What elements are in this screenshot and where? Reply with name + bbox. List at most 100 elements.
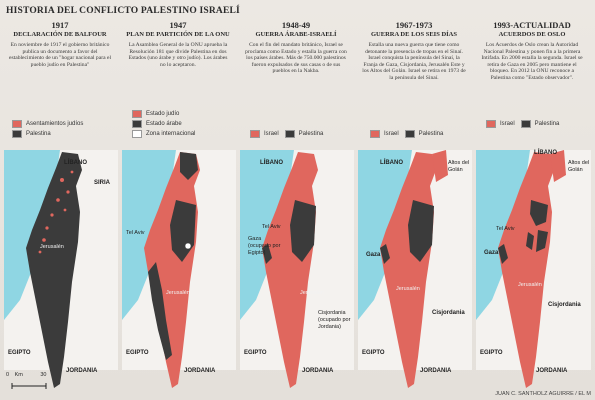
legend-label: Zona internacional bbox=[146, 131, 196, 137]
label-lebanon: LÍBANO bbox=[534, 150, 557, 156]
legend-label: Palestina bbox=[298, 131, 324, 137]
label-jerusalem: Jerusalén bbox=[518, 282, 542, 288]
label-jerusalem: Jerusalén bbox=[396, 286, 420, 292]
panel-heading: PLAN DE PARTICIÓN DE LA ONU bbox=[126, 31, 230, 38]
map-1993 bbox=[476, 150, 591, 388]
legend-1993: Israel Palestina bbox=[486, 120, 559, 130]
panel-description: En noviembre de 1917 el gobierno británi… bbox=[9, 42, 111, 68]
international-zone bbox=[184, 242, 192, 250]
label-jordan: JORDANIA bbox=[302, 368, 334, 374]
label-tel-aviv: Tel Aviv bbox=[262, 224, 281, 230]
legend-swatch bbox=[250, 130, 260, 138]
label-egypt: EGIPTO bbox=[362, 350, 385, 356]
panel-1967: 1967-1973 GUERRA DE LOS SEIS DÍAS Estall… bbox=[358, 20, 470, 82]
panel-description: Los Acuerdos de Oslo crean la Autoridad … bbox=[481, 42, 583, 81]
panel-description: Con el fin del mandato británico, Israel… bbox=[245, 42, 347, 75]
legend-label: Estado judío bbox=[146, 111, 180, 117]
label-tel-aviv: Tel Aviv bbox=[496, 226, 515, 232]
legend-swatch bbox=[284, 130, 295, 138]
scale-unit: Km bbox=[14, 372, 23, 378]
legend-swatch bbox=[520, 120, 531, 128]
panel-heading: GUERRA DE LOS SEIS DÍAS bbox=[371, 31, 457, 38]
label-golan: Altos del Golán bbox=[568, 160, 590, 173]
panel-1917: 1917 DECLARACIÓN DE BALFOUR En noviembre… bbox=[4, 20, 116, 68]
map-1917 bbox=[4, 150, 118, 388]
label-jordan: JORDANIA bbox=[420, 368, 452, 374]
label-egypt: EGIPTO bbox=[8, 350, 31, 356]
scale-zero: 0 bbox=[6, 372, 10, 378]
label-jerusalem: Jerusalén bbox=[40, 244, 64, 250]
legend-label: Israel bbox=[500, 121, 515, 127]
label-jordan: JORDANIA bbox=[66, 368, 98, 374]
legend-label: Israel bbox=[264, 131, 279, 137]
legend-swatch bbox=[370, 130, 380, 138]
golan-heights bbox=[550, 150, 566, 182]
legend-swatch bbox=[486, 120, 496, 128]
legend-1948: Israel Palestina bbox=[250, 130, 323, 140]
legend-label: Palestina bbox=[418, 131, 444, 137]
legend-swatch bbox=[404, 130, 415, 138]
label-gaza: Gaza bbox=[366, 252, 381, 258]
arab-state-north bbox=[180, 152, 198, 180]
panel-1993: 1993-ACTUALIDAD ACUERDOS DE OSLO Los Acu… bbox=[476, 20, 588, 82]
legend-swatch bbox=[132, 120, 142, 128]
label-tel-aviv: Tel Aviv bbox=[126, 230, 145, 236]
panel-heading: GUERRA ÁRABE-ISRAELÍ bbox=[255, 31, 337, 38]
label-west-bank-occupied: Cisjordania (ocupado por Jordania) bbox=[318, 310, 351, 330]
west-bank-fragments bbox=[526, 200, 548, 252]
label-jordan: JORDANIA bbox=[184, 368, 216, 374]
map-1948 bbox=[240, 150, 354, 388]
label-gaza: Gaza bbox=[484, 250, 499, 256]
panel-1948: 1948-49 GUERRA ÁRABE-ISRAELÍ Con el fin … bbox=[240, 20, 352, 75]
west-bank bbox=[290, 200, 316, 262]
legend-1967: Israel Palestina bbox=[370, 130, 443, 140]
legend-swatch bbox=[12, 130, 22, 138]
legend-label: Palestina bbox=[26, 131, 51, 137]
panel-description: Estalla una nueva guerra que tiene como … bbox=[362, 42, 466, 81]
label-west-bank: Cisjordania bbox=[432, 310, 465, 316]
legend-label: Palestina bbox=[534, 121, 560, 127]
label-jerusalem: Jerusalén bbox=[300, 290, 324, 296]
scale-max: 30 bbox=[40, 372, 47, 378]
label-egypt: EGIPTO bbox=[244, 350, 267, 356]
scale-bar bbox=[11, 383, 47, 389]
panel-heading: DECLARACIÓN DE BALFOUR bbox=[13, 31, 107, 38]
panel-year: 1917 bbox=[51, 20, 69, 30]
label-jerusalem: Jerusalén bbox=[166, 290, 190, 296]
jewish-settlements bbox=[38, 170, 74, 254]
legend-label: Asentamientos judíos bbox=[26, 121, 84, 127]
label-egypt: EGIPTO bbox=[480, 350, 503, 356]
legend-1947: Estado judío Estado árabe Zona internaci… bbox=[132, 110, 195, 140]
label-syria: SIRIA bbox=[94, 180, 111, 186]
panel-1947: 1947 PLAN DE PARTICIÓN DE LA ONU La Asam… bbox=[122, 20, 234, 68]
panel-description: La Asamblea General de la ONU aprueba la… bbox=[128, 42, 228, 68]
west-bank bbox=[408, 200, 434, 262]
label-egypt: EGIPTO bbox=[126, 350, 149, 356]
label-west-bank: Cisjordania bbox=[548, 302, 581, 308]
panel-year: 1948-49 bbox=[281, 20, 311, 30]
legend-swatch bbox=[132, 130, 142, 138]
panel-year: 1947 bbox=[169, 20, 187, 30]
map-1967 bbox=[358, 150, 472, 388]
label-jordan: JORDANIA bbox=[536, 368, 568, 374]
panel-year: 1993-ACTUALIDAD bbox=[493, 20, 571, 30]
map-1947 bbox=[122, 150, 236, 388]
label-gaza-occupied: Gaza (ocupado por Egipto) bbox=[248, 236, 281, 256]
gaza-strip bbox=[498, 244, 508, 264]
legend-swatch bbox=[132, 110, 142, 118]
panel-heading: ACUERDOS DE OSLO bbox=[498, 31, 566, 38]
scale-labels: 0 Km 30 bbox=[6, 372, 47, 378]
legend-label: Israel bbox=[384, 131, 399, 137]
label-lebanon: LÍBANO bbox=[64, 160, 87, 166]
palestine-territory bbox=[26, 152, 82, 388]
credit-line: JUAN C. SANTHOLZ AGUIRRE / EL M bbox=[495, 391, 591, 397]
label-lebanon: LÍBANO bbox=[260, 160, 283, 166]
gaza-strip bbox=[262, 244, 272, 264]
label-lebanon: LÍBANO bbox=[380, 160, 403, 166]
page-title: HISTORIA DEL CONFLICTO PALESTINO ISRAELÍ bbox=[6, 6, 240, 16]
gaza-strip bbox=[380, 244, 390, 264]
golan-heights bbox=[432, 150, 448, 182]
label-golan: Altos del Golán bbox=[448, 160, 470, 173]
legend-label: Estado árabe bbox=[146, 121, 182, 127]
